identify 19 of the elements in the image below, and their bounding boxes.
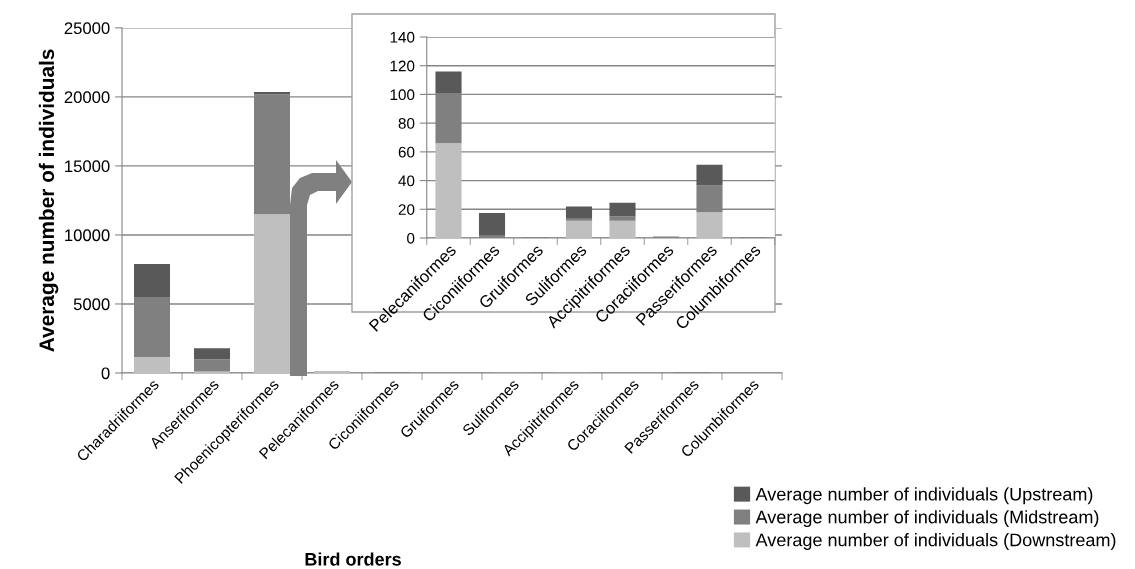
y-tick-label: 140 [390,31,415,43]
y-tick-label: 40 [398,175,415,187]
y-tick-label: 120 [390,60,415,72]
y-tick-label: 20000 [64,91,110,104]
y-tick-label: 25000 [64,22,110,35]
y-tick-label: 80 [398,118,415,129]
y-tick-label: 0 [101,367,110,380]
legend-label: Average number of individuals (Upstream) [755,487,1093,505]
y-tick-label: 100 [390,89,415,101]
legend-label: Average number of individuals (Downstream) [755,533,1116,550]
y-tick-label: 10000 [65,229,110,242]
legend-label: Average number of individuals (Midstream) [755,510,1099,528]
x-axis-title: Bird orders [305,552,401,566]
y-tick-label: 60 [398,146,415,158]
y-tick-label: 15000 [65,160,110,173]
y-tick-label: 5000 [73,298,110,311]
y-tick-label: 20 [398,204,415,215]
y-axis-title: Average number of individuals [38,49,59,352]
y-tick-label: 0 [407,232,415,244]
